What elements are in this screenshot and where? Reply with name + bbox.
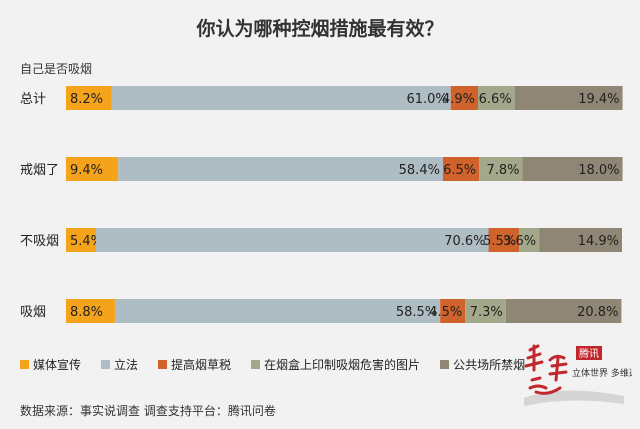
legend-item: 在烟盒上印制吸烟危害的图片 xyxy=(251,356,420,373)
legend-swatch xyxy=(158,359,168,369)
data-label: 4.5% xyxy=(429,305,462,320)
bar-segment xyxy=(442,157,480,181)
data-label: 3.6% xyxy=(503,234,536,249)
data-label: 61.0% xyxy=(406,92,447,107)
legend-swatch xyxy=(101,359,111,369)
category-label: 不吸烟 xyxy=(20,234,59,249)
bar-segment xyxy=(111,86,451,110)
data-label: 18.0% xyxy=(578,163,619,178)
bar-segment xyxy=(522,157,623,181)
bar-segment xyxy=(118,157,443,181)
legend-swatch xyxy=(440,359,450,369)
data-label: 9.4% xyxy=(70,163,103,178)
bar-segment xyxy=(114,299,441,323)
data-label: 6.6% xyxy=(479,92,512,107)
data-label: 5.5% xyxy=(483,234,516,249)
legend-swatch xyxy=(251,359,261,369)
bar-segment xyxy=(66,299,115,323)
data-label: 14.9% xyxy=(578,234,619,249)
data-label: 6.5% xyxy=(443,163,476,178)
legend-label: 立法 xyxy=(114,357,139,372)
svg-text:腾讯: 腾讯 xyxy=(579,347,599,360)
bar-segment xyxy=(66,157,119,181)
category-label: 戒烟了 xyxy=(20,163,59,178)
bar-segment xyxy=(519,228,540,252)
legend-label: 公共场所禁烟 xyxy=(453,357,526,372)
legend-label: 在烟盒上印制吸烟危害的图片 xyxy=(264,357,421,372)
bar-segment xyxy=(514,86,623,110)
source-note: 数据来源：事实说调查 调查支持平台：腾讯问卷 xyxy=(20,404,276,418)
data-label: 4.9% xyxy=(442,92,475,107)
legend-label: 媒体宣传 xyxy=(33,357,82,372)
brand-logo: 腾讯 立体世界 多维选择 xyxy=(524,344,632,406)
data-label: 8.8% xyxy=(70,305,103,320)
legend-item: 公共场所禁烟 xyxy=(440,356,525,373)
data-label: 8.2% xyxy=(70,92,103,107)
bar-segment xyxy=(505,299,622,323)
category-label: 总计 xyxy=(20,92,46,107)
legend-label: 提高烟草税 xyxy=(171,357,232,372)
data-label: 20.8% xyxy=(577,305,618,320)
data-label: 7.8% xyxy=(486,163,519,178)
bar-segment xyxy=(465,299,506,323)
category-label: 吸烟 xyxy=(20,305,46,320)
bar-segment xyxy=(488,228,520,252)
legend-item: 立法 xyxy=(101,356,138,373)
data-label: 7.3% xyxy=(470,305,503,320)
legend-item: 媒体宣传 xyxy=(20,356,81,373)
bar-segment xyxy=(479,157,523,181)
data-label: 58.5% xyxy=(396,305,437,320)
data-label: 5.4% xyxy=(70,234,103,249)
legend-swatch xyxy=(20,359,29,369)
legend: 媒体宣传 立法 提高烟草税 在烟盒上印制吸烟危害的图片 公共场所禁烟 xyxy=(20,354,620,374)
legend-item: 提高烟草税 xyxy=(158,356,231,373)
bar-segment xyxy=(66,228,97,252)
bar-segment xyxy=(450,86,478,110)
data-label: 19.4% xyxy=(578,92,619,107)
row-header: 自己是否吸烟 xyxy=(20,62,93,76)
bar-segment xyxy=(477,86,515,110)
svg-text:立体世界 多维选择: 立体世界 多维选择 xyxy=(572,367,632,379)
bar-segment xyxy=(440,299,466,323)
bar-segment xyxy=(539,228,622,252)
data-label: 58.4% xyxy=(399,163,440,178)
data-label: 70.6% xyxy=(444,234,485,249)
bar-segment xyxy=(96,228,489,252)
stacked-bar-chart: 总计 8.2% 61.0%4.9% 6.6% 19.4% 戒烟了 9.4% 58.4% 6.5%… xyxy=(20,86,623,323)
chart-title: 你认为哪种控烟措施最有效？ xyxy=(196,18,444,40)
bar-segment xyxy=(66,86,112,110)
